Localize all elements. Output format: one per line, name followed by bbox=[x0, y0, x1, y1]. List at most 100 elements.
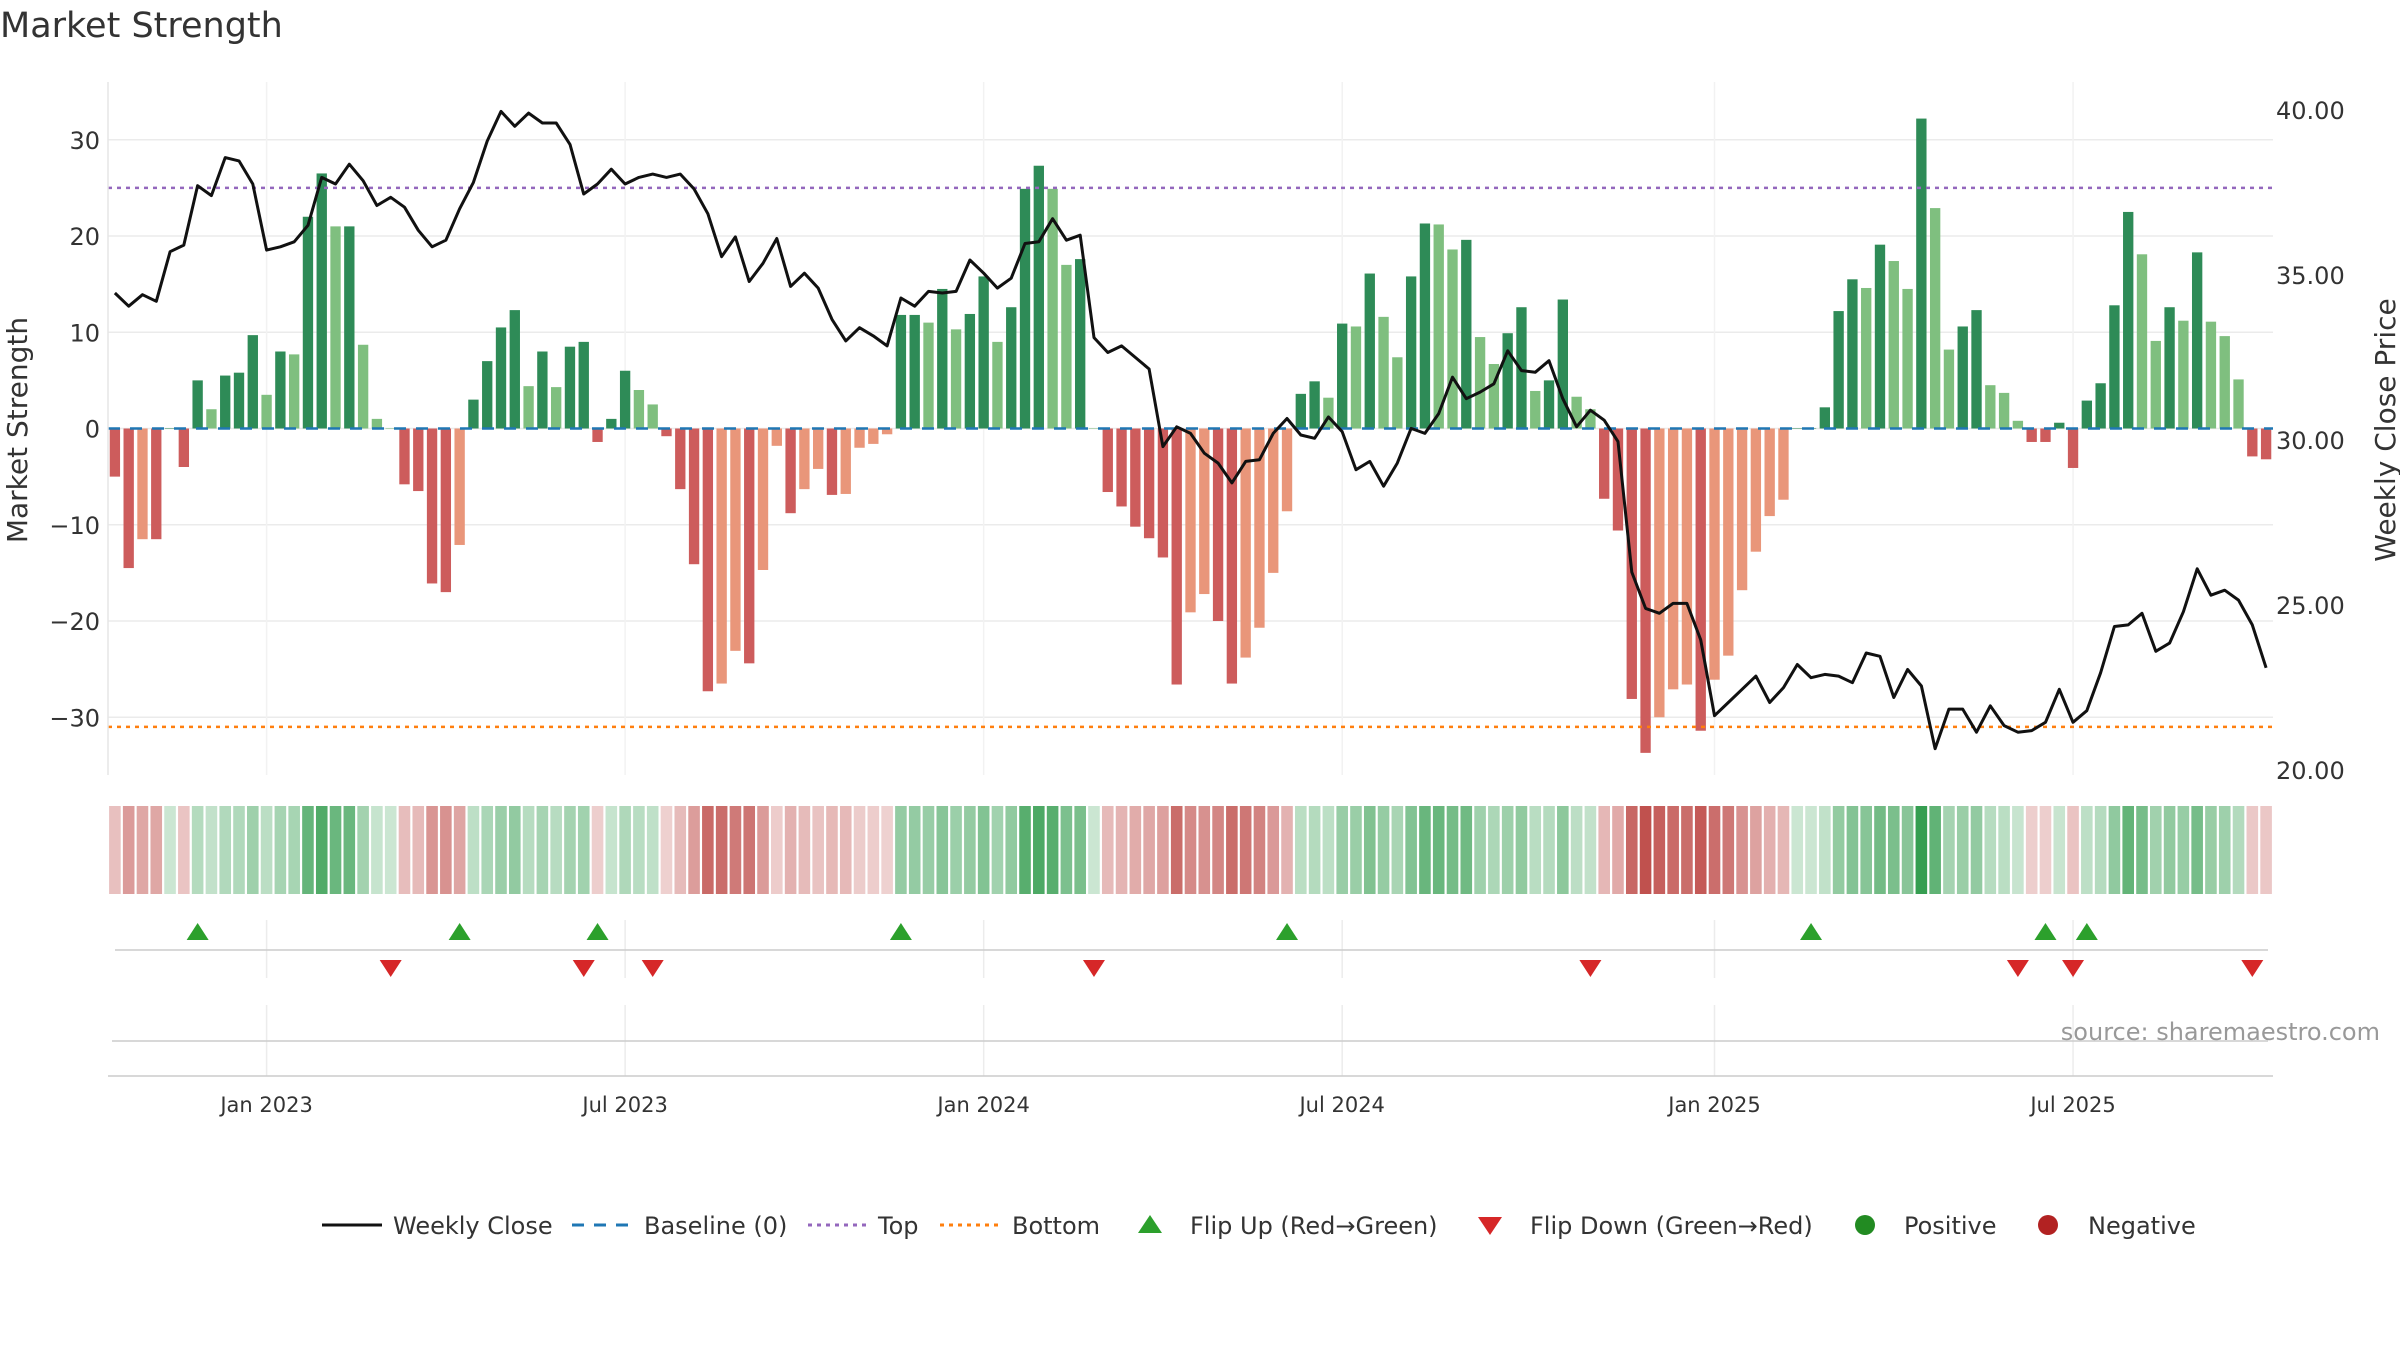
strip-cell bbox=[1819, 806, 1831, 894]
strength-bar bbox=[578, 341, 589, 429]
strength-bar bbox=[261, 394, 272, 429]
x-tick-label: Jul 2023 bbox=[580, 1093, 667, 1117]
strength-bar bbox=[2123, 211, 2134, 429]
strip-cell bbox=[798, 806, 811, 894]
strip-cell bbox=[1336, 806, 1348, 894]
strength-bar bbox=[1916, 118, 1927, 429]
strength-bar bbox=[619, 370, 631, 429]
strip-cell bbox=[1088, 806, 1100, 894]
strength-bar bbox=[1998, 392, 2010, 429]
strip-cell bbox=[1805, 806, 1817, 894]
strength-bar bbox=[1943, 349, 1955, 429]
axes: Jan 2023 Jul 2023 Jan 2024 Jul 2024 Jan 2025… bbox=[49, 82, 2345, 1117]
strip-cell bbox=[1432, 806, 1445, 894]
strip-cell bbox=[2094, 806, 2107, 894]
strength-bar bbox=[302, 216, 314, 429]
strength-bar bbox=[1033, 165, 1044, 429]
strength-bar bbox=[2164, 307, 2175, 429]
strip-cell bbox=[1446, 806, 1459, 894]
strength-bar bbox=[1419, 223, 1431, 429]
strength-bar bbox=[482, 361, 493, 429]
strength-bar bbox=[357, 344, 369, 429]
strip-cell bbox=[440, 806, 452, 894]
strength-bar bbox=[1654, 428, 1665, 718]
strip-cell bbox=[315, 806, 328, 894]
strength-bar bbox=[2026, 428, 2037, 442]
strip-cell bbox=[729, 806, 742, 894]
legend-label: Flip Down (Green→Red) bbox=[1530, 1212, 1813, 1240]
chart-title: Market Strength bbox=[0, 6, 283, 46]
strip-cell bbox=[908, 806, 921, 894]
strength-bar bbox=[881, 428, 893, 435]
strength-bar bbox=[509, 310, 520, 429]
strip-cell bbox=[2122, 806, 2134, 894]
strength-bar bbox=[330, 226, 341, 429]
strength-bar bbox=[744, 428, 755, 664]
strength-bar bbox=[2040, 428, 2051, 442]
strip-cell bbox=[2149, 806, 2162, 894]
strip-cell bbox=[1005, 806, 1018, 894]
strength-bar bbox=[675, 428, 686, 490]
strength-bar bbox=[688, 428, 700, 565]
strength-bar bbox=[647, 404, 658, 429]
strength-bar bbox=[371, 418, 383, 429]
strip-cell bbox=[2053, 806, 2066, 894]
legend: Weekly Close Baseline (0) Top Bottom Flip Up… bbox=[322, 1212, 2196, 1240]
strip-cell bbox=[1212, 806, 1224, 894]
strength-bar bbox=[799, 428, 810, 490]
strength-bar bbox=[1585, 409, 1596, 429]
strip-cell bbox=[1653, 806, 1666, 894]
strip-cell bbox=[371, 806, 383, 894]
strip-cell bbox=[950, 806, 962, 894]
strength-bar bbox=[1667, 428, 1679, 690]
strength-bar bbox=[109, 428, 121, 477]
strip-cell bbox=[1460, 806, 1473, 894]
strip-cell bbox=[302, 806, 314, 894]
strength-bar bbox=[1819, 407, 1831, 429]
flip-up-marker bbox=[586, 923, 609, 940]
legend-label: Baseline (0) bbox=[644, 1212, 787, 1240]
strength-bar bbox=[1599, 428, 1610, 499]
strength-bar bbox=[950, 329, 962, 429]
strength-bar bbox=[1736, 428, 1748, 591]
strip-cell bbox=[109, 806, 121, 894]
strength-bar bbox=[1971, 310, 1982, 429]
strength-bar bbox=[2012, 420, 2024, 429]
strength-bar bbox=[757, 428, 769, 570]
strength-bar bbox=[1571, 396, 1582, 429]
strength-bar bbox=[771, 428, 782, 446]
strength-bar bbox=[2260, 428, 2272, 460]
strength-bar bbox=[1240, 428, 1251, 658]
legend-swatch bbox=[1138, 1215, 1162, 1233]
strip-cell bbox=[1060, 806, 1073, 894]
strip-cell bbox=[881, 806, 893, 894]
strip-cell bbox=[1046, 806, 1059, 894]
strip-cell bbox=[702, 806, 714, 894]
strength-bar bbox=[192, 380, 203, 429]
strip-cell bbox=[1846, 806, 1859, 894]
strength-bar bbox=[1019, 188, 1031, 429]
strip-cell bbox=[2081, 806, 2093, 894]
strength-bar bbox=[1709, 428, 1720, 680]
strength-bar bbox=[1102, 428, 1113, 493]
legend-label: Negative bbox=[2088, 1212, 2196, 1240]
flip-up-marker bbox=[1800, 923, 1823, 940]
flip-down-marker bbox=[572, 960, 595, 977]
strip-cell bbox=[274, 806, 287, 894]
strip-cell bbox=[2039, 806, 2052, 894]
strip-cell bbox=[660, 806, 673, 894]
strength-bar bbox=[1530, 390, 1541, 429]
strength-bar bbox=[1750, 428, 1762, 552]
strip-cell bbox=[977, 806, 990, 894]
strength-bar bbox=[275, 351, 286, 429]
weekly-close-line bbox=[113, 109, 2268, 751]
strength-bar bbox=[895, 314, 907, 429]
y-tick-label: 10 bbox=[69, 319, 100, 347]
strip-cell bbox=[164, 806, 176, 894]
strip-cell bbox=[1791, 806, 1804, 894]
y2-tick-label: 25.00 bbox=[2276, 592, 2345, 620]
strip-cell bbox=[522, 806, 535, 894]
strip-cell bbox=[219, 806, 232, 894]
flip-up-marker bbox=[889, 923, 912, 940]
strip-cell bbox=[1860, 806, 1872, 894]
